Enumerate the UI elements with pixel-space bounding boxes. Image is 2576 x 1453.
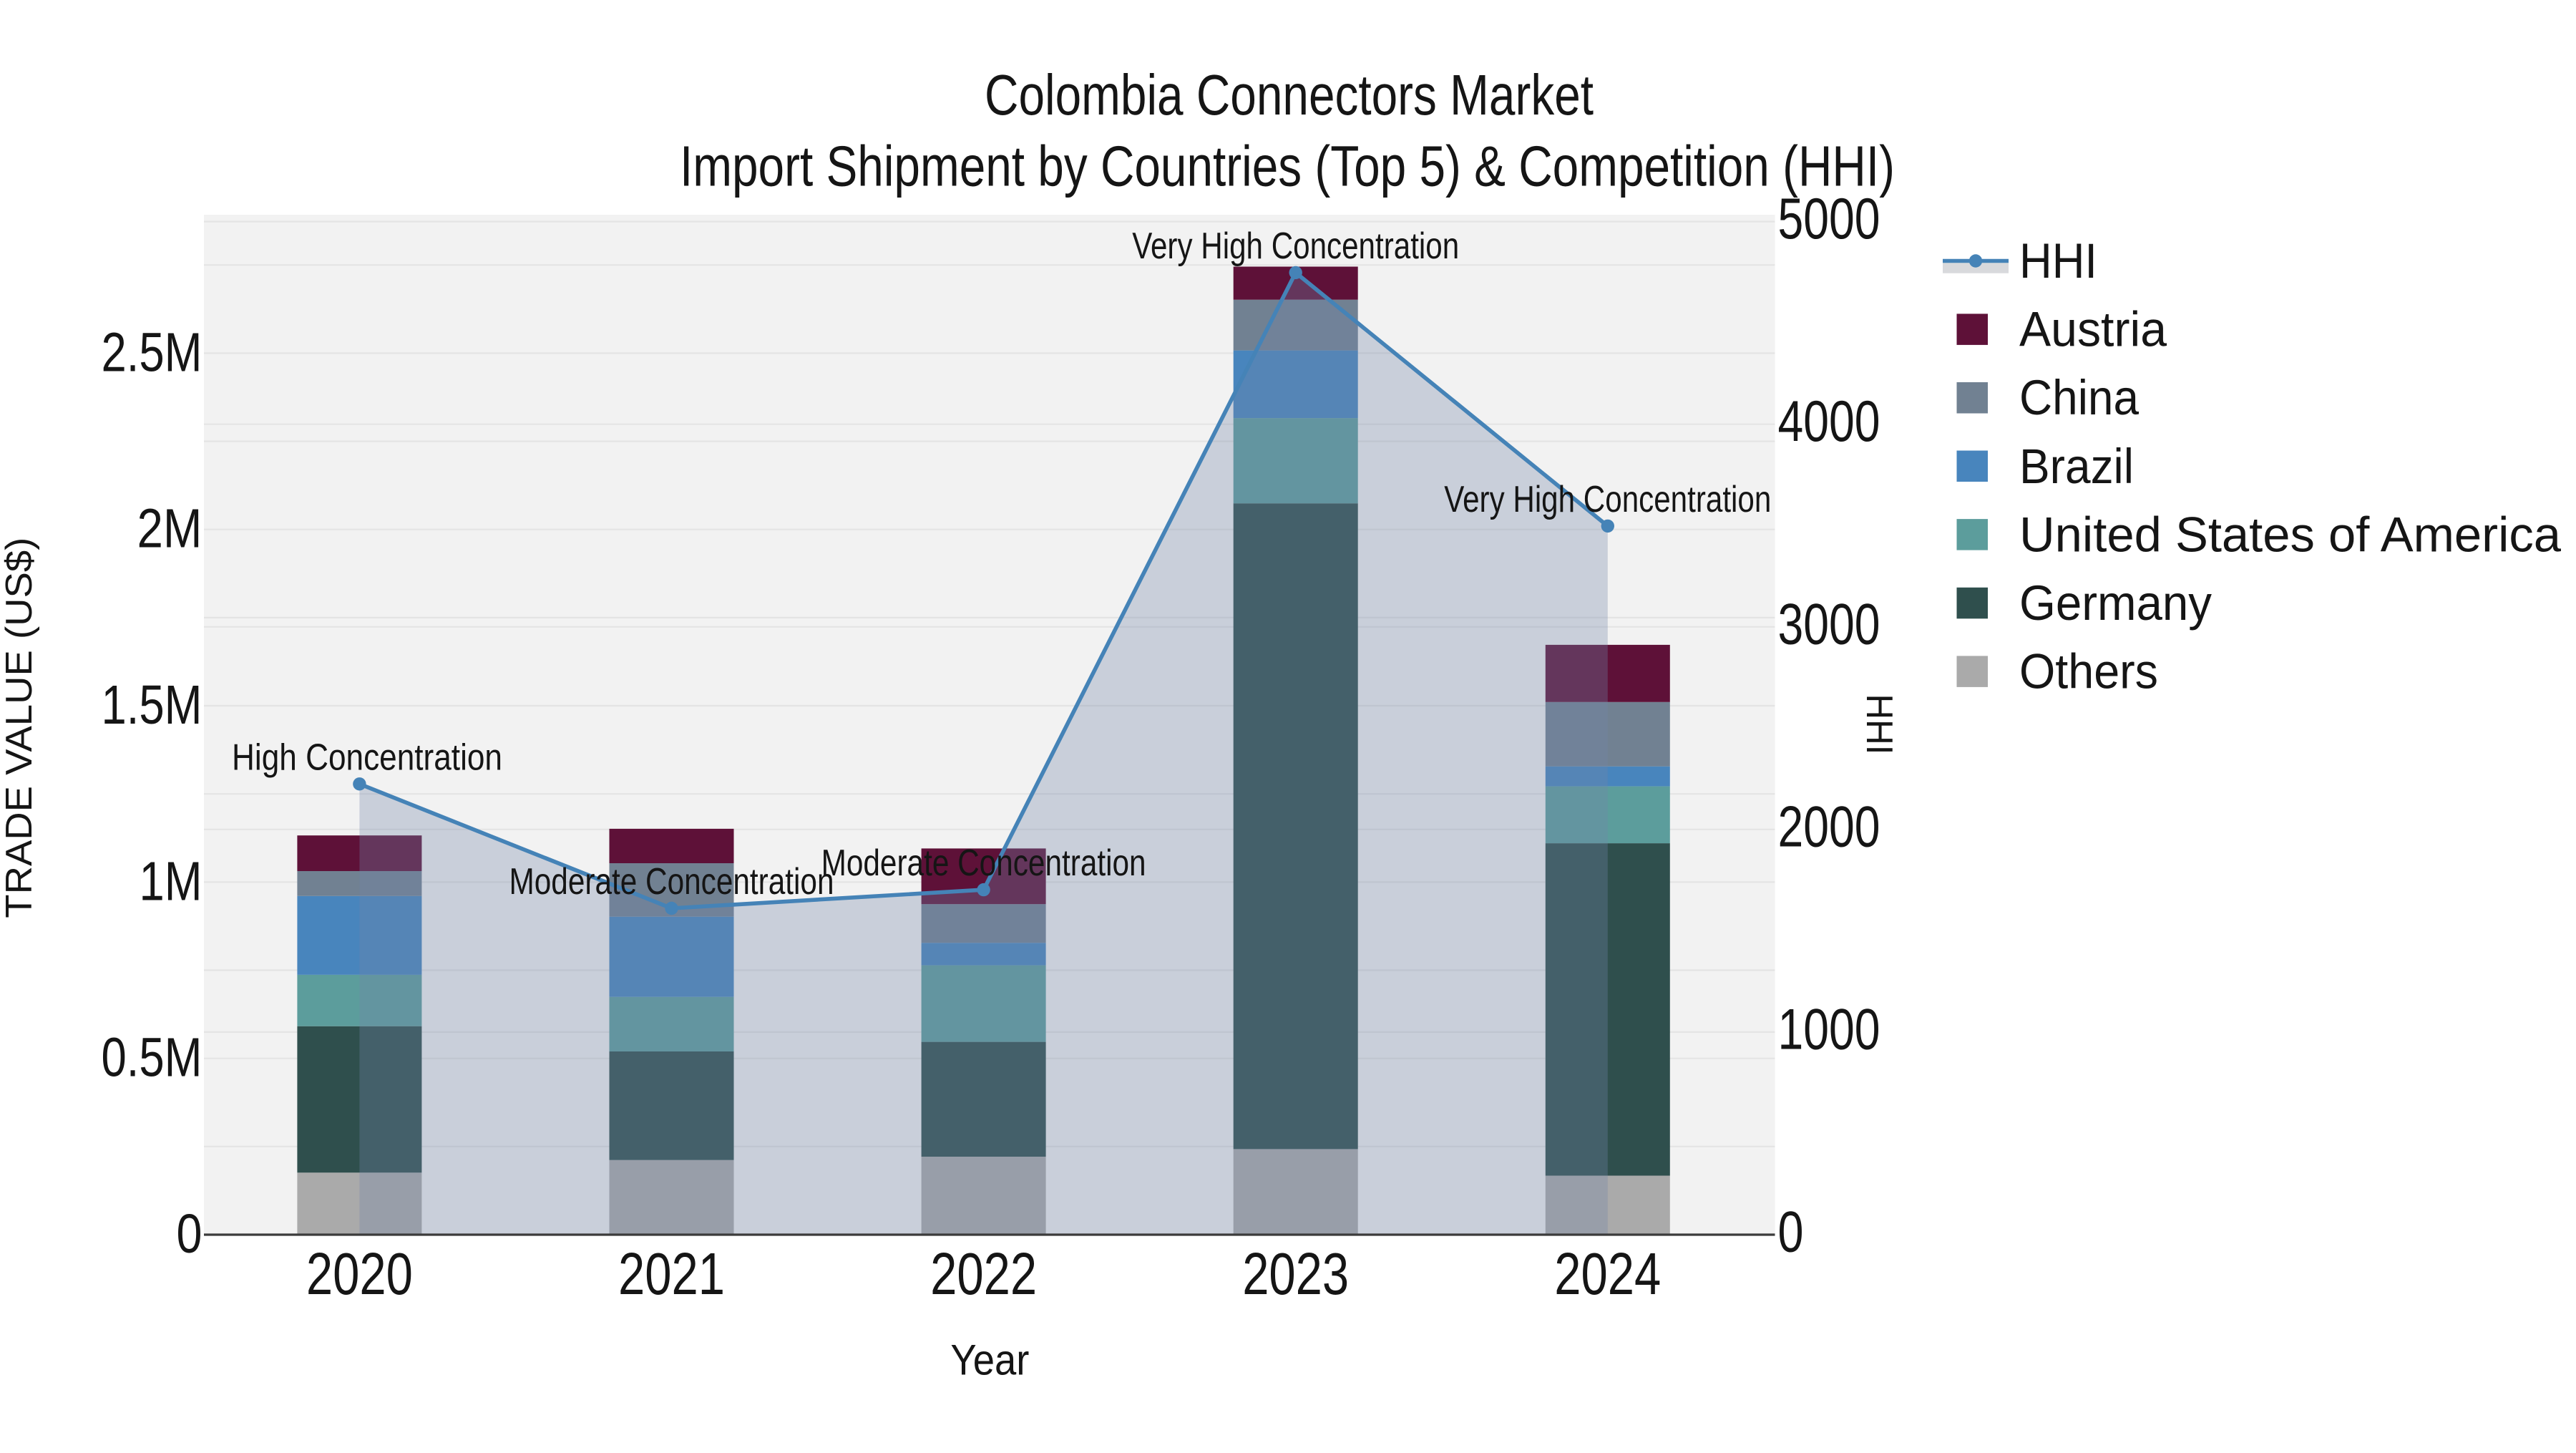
svg-text:HHI: HHI <box>1858 694 1900 755</box>
svg-text:1000: 1000 <box>1778 997 1880 1061</box>
svg-text:2M: 2M <box>137 498 203 560</box>
svg-text:Very High Concentration: Very High Concentration <box>1132 225 1459 267</box>
svg-text:Moderate Concentration: Moderate Concentration <box>509 861 834 903</box>
svg-text:2020: 2020 <box>306 1240 413 1307</box>
svg-text:Import Shipment by Countries (: Import Shipment by Countries (Top 5) & C… <box>680 135 1895 198</box>
svg-text:Brazil: Brazil <box>2019 439 2134 494</box>
svg-text:TRADE VALUE (US$): TRADE VALUE (US$) <box>0 538 40 918</box>
svg-text:0: 0 <box>1778 1200 1804 1265</box>
svg-text:0.5M: 0.5M <box>102 1027 203 1089</box>
svg-text:1M: 1M <box>140 850 203 912</box>
svg-text:Moderate Concentration: Moderate Concentration <box>821 842 1146 884</box>
svg-text:2022: 2022 <box>930 1240 1037 1307</box>
svg-text:2023: 2023 <box>1242 1240 1349 1307</box>
svg-text:4000: 4000 <box>1778 389 1880 454</box>
svg-text:2000: 2000 <box>1778 794 1880 859</box>
svg-text:3000: 3000 <box>1778 592 1880 656</box>
svg-text:United States of America: United States of America <box>2019 507 2562 562</box>
svg-text:Colombia Connectors Market: Colombia Connectors Market <box>985 63 1594 127</box>
svg-text:Germany: Germany <box>2019 575 2212 631</box>
svg-text:5000: 5000 <box>1778 187 1880 251</box>
svg-text:Others: Others <box>2019 644 2158 699</box>
svg-text:2021: 2021 <box>618 1240 725 1307</box>
svg-text:China: China <box>2019 370 2140 425</box>
svg-text:Year: Year <box>950 1336 1029 1384</box>
svg-text:High Concentration: High Concentration <box>232 737 502 778</box>
svg-text:Very High Concentration: Very High Concentration <box>1444 479 1771 520</box>
svg-text:2024: 2024 <box>1554 1240 1661 1307</box>
svg-text:1.5M: 1.5M <box>102 674 203 736</box>
svg-text:2.5M: 2.5M <box>102 321 203 383</box>
svg-text:HHI: HHI <box>2019 233 2097 288</box>
svg-text:0: 0 <box>177 1203 203 1265</box>
svg-text:Austria: Austria <box>2019 302 2167 357</box>
